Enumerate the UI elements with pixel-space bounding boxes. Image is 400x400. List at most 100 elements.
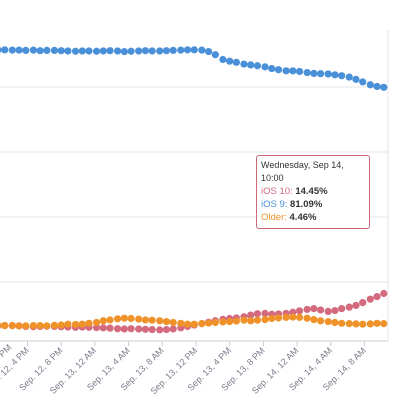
series-1-point-49 xyxy=(338,304,346,313)
series-2-point-15 xyxy=(99,317,107,325)
series-1-point-45 xyxy=(310,304,318,313)
series-0-point-44 xyxy=(303,68,311,77)
series-older xyxy=(0,313,388,330)
series-0-point-47 xyxy=(324,70,332,78)
series-2-point-24 xyxy=(162,318,171,326)
series-2-point-14 xyxy=(92,318,101,327)
series-0-point-30 xyxy=(204,47,213,56)
series-2-point-22 xyxy=(148,316,156,324)
series-2-point-17 xyxy=(114,315,122,323)
series-0-point-55 xyxy=(380,83,388,91)
horizontal-gridlines xyxy=(0,86,388,283)
series-2-point-6 xyxy=(36,322,44,330)
series-0-point-23 xyxy=(156,47,164,55)
series-2-point-53 xyxy=(366,320,374,328)
series-0-point-13 xyxy=(85,47,93,55)
series-2-point-55 xyxy=(380,320,388,328)
series-1-point-55 xyxy=(380,289,388,298)
series-2-point-18 xyxy=(120,314,128,322)
series-0-point-0 xyxy=(0,46,2,53)
series-2-point-39 xyxy=(268,314,276,323)
series-0-point-3 xyxy=(15,46,23,54)
series-2-point-44 xyxy=(303,314,311,322)
series-1-point-38 xyxy=(261,309,269,317)
series-2-point-48 xyxy=(331,318,339,327)
series-2-point-23 xyxy=(156,317,164,325)
series-0-point-7 xyxy=(43,46,51,55)
series-0-point-19 xyxy=(127,47,135,55)
series-1-point-37 xyxy=(253,310,262,318)
series-0-point-4 xyxy=(22,46,30,55)
series-1-point-47 xyxy=(324,307,332,316)
series-2-point-34 xyxy=(232,317,240,325)
series-0-point-22 xyxy=(148,47,156,55)
series-1-point-53 xyxy=(366,295,374,303)
series-1-point-25 xyxy=(169,325,177,333)
chart-axes xyxy=(0,30,389,342)
series-0-point-45 xyxy=(310,69,318,78)
series-0-point-27 xyxy=(183,46,192,54)
series-2-point-54 xyxy=(373,319,381,327)
series-0-point-6 xyxy=(36,47,44,55)
series-ios-9 xyxy=(0,46,388,91)
series-0-point-29 xyxy=(198,46,206,54)
series-0-point-25 xyxy=(169,46,177,55)
tooltip-row-ios9: iOS 9: 81.09% xyxy=(261,198,365,211)
series-1-point-48 xyxy=(331,306,339,315)
series-2-point-1 xyxy=(1,322,9,330)
series-1-point-36 xyxy=(247,311,255,319)
series-2-point-32 xyxy=(219,318,227,326)
series-2-point-29 xyxy=(198,320,206,328)
tooltip-title: Wednesday, Sep 14, 10:00 xyxy=(261,160,344,183)
series-0-point-5 xyxy=(29,46,37,54)
series-1-point-52 xyxy=(359,299,367,307)
tooltip-label-ios9: iOS 9: xyxy=(261,199,288,210)
series-0-point-18 xyxy=(120,47,128,56)
tooltip-row-ios10: iOS 10: 14.45% xyxy=(261,185,365,198)
series-2-point-30 xyxy=(204,319,213,327)
series-layer xyxy=(0,46,388,334)
series-2-point-37 xyxy=(253,316,262,324)
tooltip-value-older: 4.46% xyxy=(289,212,317,223)
series-2-point-8 xyxy=(50,321,59,329)
series-2-point-16 xyxy=(106,316,114,324)
series-2-point-7 xyxy=(43,322,51,330)
series-2-point-51 xyxy=(352,320,360,328)
series-0-point-8 xyxy=(50,46,59,55)
series-2-point-36 xyxy=(247,317,255,325)
series-0-point-10 xyxy=(64,47,72,55)
series-2-point-52 xyxy=(359,320,367,328)
series-0-point-14 xyxy=(92,47,101,55)
series-2-point-25 xyxy=(169,318,177,327)
series-0-point-39 xyxy=(268,64,276,73)
series-0-point-21 xyxy=(141,47,150,55)
series-0-point-20 xyxy=(135,47,143,55)
series-2-point-38 xyxy=(261,316,269,324)
series-1-point-50 xyxy=(345,303,353,311)
series-0-point-50 xyxy=(345,73,353,81)
series-0-point-43 xyxy=(295,67,304,76)
tooltip-label-ios10: iOS 10: xyxy=(261,186,293,197)
series-2-point-20 xyxy=(135,315,143,323)
series-0-point-40 xyxy=(274,66,283,74)
series-2-point-28 xyxy=(190,320,198,328)
series-1-point-16 xyxy=(106,324,114,332)
series-2-point-9 xyxy=(57,321,65,329)
series-2-point-43 xyxy=(295,313,304,321)
series-2-point-46 xyxy=(317,317,325,325)
series-0-point-38 xyxy=(261,63,269,71)
series-2-point-21 xyxy=(141,316,150,324)
series-2-point-40 xyxy=(274,314,283,322)
series-0-point-17 xyxy=(114,47,122,55)
series-1-point-44 xyxy=(303,305,311,314)
series-2-point-2 xyxy=(8,322,16,330)
series-2-point-31 xyxy=(211,318,219,327)
series-2-point-45 xyxy=(310,316,318,324)
series-2-point-13 xyxy=(85,319,93,327)
series-2-point-41 xyxy=(282,313,290,321)
series-1-point-54 xyxy=(373,293,381,301)
series-2-point-11 xyxy=(71,320,80,329)
series-1-point-15 xyxy=(99,324,107,332)
series-1-point-14 xyxy=(92,323,101,332)
